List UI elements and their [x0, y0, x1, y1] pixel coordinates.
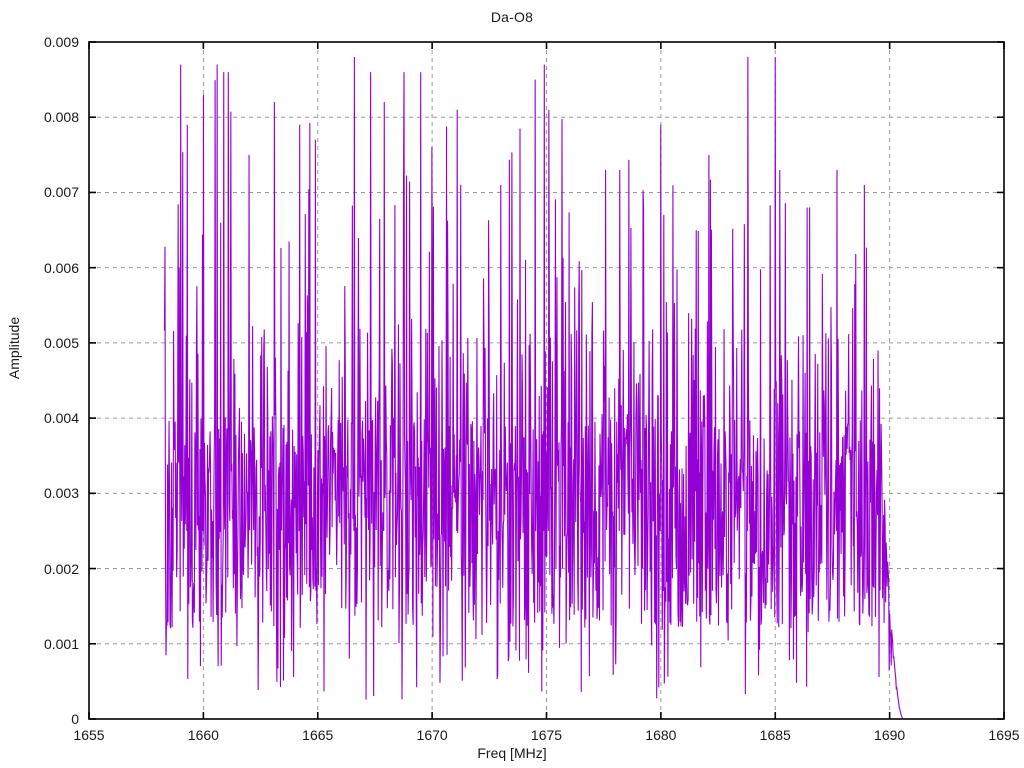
y-tick-label: 0: [71, 711, 79, 727]
y-tick-label: 0.005: [43, 334, 79, 351]
x-tick-label: 1680: [645, 727, 677, 743]
tick-marks: [88, 41, 1005, 720]
x-tick-label: 1685: [759, 727, 791, 743]
spectrum-line: [163, 57, 904, 720]
x-tick-label: 1695: [988, 727, 1020, 743]
y-tick-label: 0.003: [43, 485, 79, 502]
y-tick-label: 0.007: [43, 184, 79, 201]
y-tick-label: 0.006: [43, 259, 79, 276]
y-tick-label: 0.001: [43, 635, 79, 652]
y-tick-label: 0.004: [43, 410, 79, 427]
x-tick-label: 1670: [416, 727, 448, 743]
x-tick-label: 1655: [73, 727, 105, 743]
y-tick-label: 0.002: [43, 560, 79, 577]
y-tick-label: 0.008: [43, 109, 79, 126]
x-tick-label: 1660: [187, 727, 219, 743]
x-axis-label: Freq [MHz]: [477, 745, 547, 761]
chart-title: Da-O8: [490, 9, 534, 25]
x-tick-label: 1675: [530, 727, 563, 743]
x-tick-label: 1665: [302, 727, 334, 743]
x-tick-label: 1690: [874, 727, 906, 743]
y-tick-label: 0.009: [43, 34, 79, 50]
